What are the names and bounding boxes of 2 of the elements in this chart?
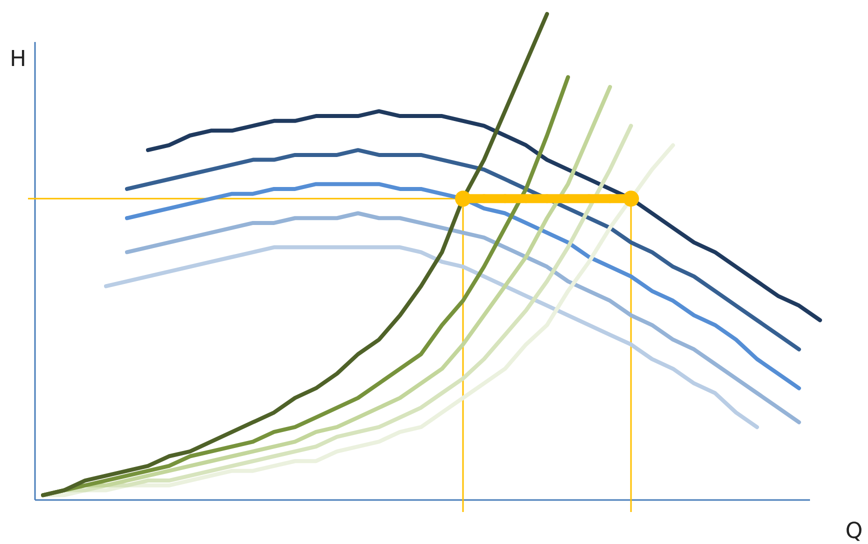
- x-axis-title: Q: [845, 519, 863, 544]
- y-axis-title: H: [10, 47, 26, 72]
